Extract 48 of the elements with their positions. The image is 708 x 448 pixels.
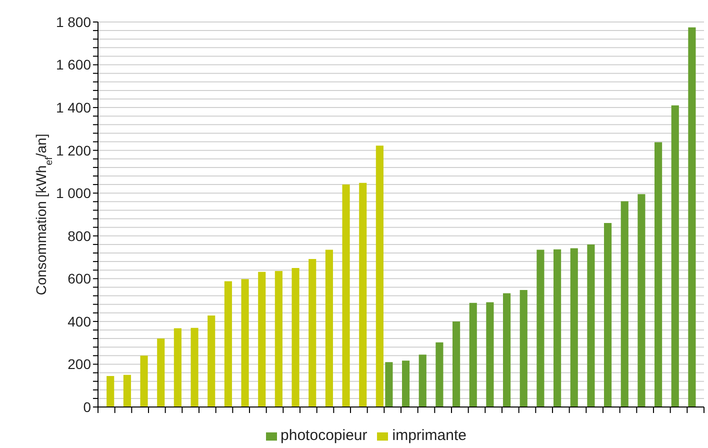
y-tick-label: 0 [83,398,92,415]
y-tick-label: 400 [68,313,92,330]
y-tick-label: 600 [68,270,92,287]
bar [325,250,333,407]
bar [224,281,232,407]
y-tick-label: 1 400 [56,100,92,116]
bar [376,146,384,407]
bar [359,182,367,407]
bar [469,302,477,407]
bar [554,249,562,407]
bar [123,374,131,407]
bar [385,362,393,407]
bar [520,290,528,407]
bar [342,184,350,407]
bar [587,244,595,407]
bar [174,328,182,407]
bar [604,223,612,407]
y-tick-label: 800 [68,228,92,244]
bar [638,194,646,407]
y-tick-label: 200 [68,356,92,372]
legend-label: imprimante [392,427,466,444]
bar [620,201,628,407]
bar [503,293,511,407]
bar [308,258,316,407]
bar [292,268,300,407]
bar [106,376,114,407]
bar [208,315,216,407]
y-tick-label: 1 800 [56,14,92,30]
legend-label: photocopieur [280,427,368,444]
bar [570,248,578,407]
bar [688,27,696,407]
bar [654,142,662,407]
bar [402,360,410,407]
bar [536,250,544,407]
bar [486,302,494,407]
bar [671,105,679,407]
y-tick-label: 1 200 [56,142,92,158]
y-tick-label: 1 000 [56,185,92,202]
bar [258,272,266,407]
bar [190,328,198,407]
bar [436,342,444,407]
bar [274,270,282,407]
bar [241,279,249,407]
y-tick-label: 1 600 [56,56,92,73]
bar [157,338,165,407]
bar [140,356,148,407]
bar [452,321,460,407]
bar [418,354,426,407]
